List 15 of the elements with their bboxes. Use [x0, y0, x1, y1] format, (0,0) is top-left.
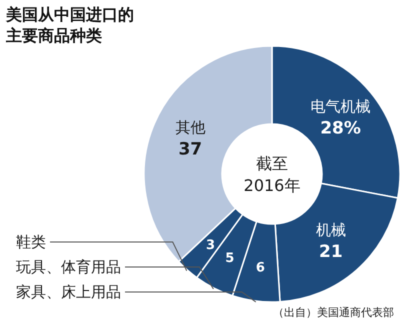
slice-label: 机械: [316, 220, 346, 239]
data-label: 28%: [320, 118, 361, 138]
data-label: 21: [319, 242, 343, 262]
slice-label: 鞋类: [16, 233, 46, 251]
slice-label: 其他: [175, 118, 206, 137]
data-label: 6: [256, 260, 265, 276]
slice-label: 电气机械: [310, 97, 371, 116]
data-label: 5: [225, 250, 234, 266]
slice-label: 玩具、体育用品: [16, 258, 121, 276]
text: （出自）美国通商代表部: [273, 306, 394, 319]
data-label: 3: [206, 238, 216, 253]
text: 截至 2016年: [244, 154, 300, 195]
chart-title: 美国从中国进口的主要商品种类: [6, 4, 135, 46]
data-label: 37: [178, 140, 202, 160]
slice-label: 家具、床上用品: [16, 283, 121, 301]
